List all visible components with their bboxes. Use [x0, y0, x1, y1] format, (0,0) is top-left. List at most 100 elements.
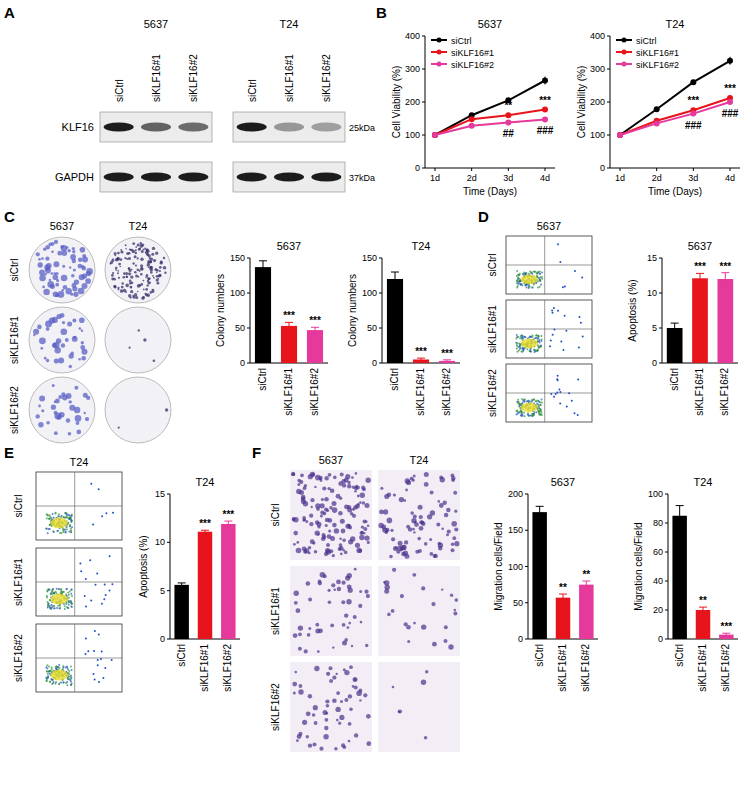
colony [120, 289, 124, 293]
blot-band [178, 173, 208, 182]
cell [405, 478, 410, 483]
colony [117, 270, 119, 272]
event [521, 411, 523, 413]
event [111, 583, 113, 585]
colony [62, 265, 65, 268]
colony [51, 272, 54, 275]
series-line [435, 120, 545, 136]
cell [294, 601, 298, 605]
cell [294, 591, 299, 596]
event [69, 518, 71, 520]
cell [356, 486, 360, 490]
event [57, 666, 59, 668]
cell [366, 478, 371, 483]
event [93, 650, 95, 652]
event [535, 400, 537, 402]
blot-band [141, 123, 171, 132]
event [524, 415, 526, 417]
event [67, 607, 69, 609]
protein-label: KLF16 [62, 121, 94, 133]
colony [149, 266, 153, 270]
event [53, 531, 55, 533]
point [654, 120, 660, 126]
event [515, 342, 517, 344]
colony [130, 286, 133, 289]
colony [65, 338, 69, 342]
cell [379, 510, 384, 515]
y-tick [607, 168, 610, 169]
y-axis-label: Migration cells/Field [633, 522, 644, 610]
event [46, 671, 48, 673]
cell [454, 527, 458, 531]
colony [150, 266, 153, 269]
colony [113, 285, 116, 288]
cell [434, 554, 438, 558]
event [539, 273, 541, 275]
event [51, 683, 53, 685]
colony [80, 247, 86, 253]
y-tick-label: 80 [653, 518, 663, 528]
row-label: siKLF16#1 [487, 305, 498, 353]
event [95, 584, 97, 586]
event [527, 400, 529, 402]
event [564, 315, 566, 317]
cell [343, 746, 347, 750]
colony [140, 264, 143, 267]
cell [432, 642, 437, 647]
y-tick [247, 293, 250, 294]
cell [296, 541, 299, 544]
y-axis-label: Cell Viability (%) [391, 66, 402, 139]
event [581, 277, 583, 279]
event [70, 521, 72, 523]
colony [145, 293, 148, 296]
event [70, 605, 72, 607]
legend-label: siCtrl [636, 36, 657, 46]
colony [53, 272, 56, 275]
event [58, 683, 60, 685]
gate-line [36, 506, 122, 507]
bar [696, 610, 710, 639]
series-line [435, 81, 545, 136]
colony [69, 353, 74, 358]
bar [692, 278, 708, 363]
cell [366, 741, 371, 746]
event [531, 272, 533, 274]
colony [62, 321, 65, 324]
event [70, 531, 72, 533]
cell [328, 530, 331, 533]
bar [717, 279, 733, 363]
event [105, 512, 107, 514]
y-axis-label: Apoptosis (%) [138, 535, 149, 597]
cell [339, 715, 344, 720]
bar [281, 326, 297, 363]
x-tick-label: siKLF16#2 [720, 644, 731, 692]
event [59, 608, 61, 610]
event [49, 518, 51, 520]
event [70, 666, 72, 668]
event [69, 591, 71, 593]
colony [148, 267, 150, 269]
panel-label: A [4, 4, 15, 21]
row-label: siKLF16#1 [9, 316, 20, 364]
event [532, 287, 534, 289]
event [52, 530, 54, 532]
event [557, 379, 559, 381]
event [568, 392, 570, 394]
bar [221, 524, 235, 639]
plate [29, 377, 95, 443]
cell [419, 526, 424, 531]
blot-strip [100, 162, 212, 192]
colony [36, 252, 40, 256]
event [47, 677, 49, 679]
cell [315, 623, 319, 627]
event [46, 670, 48, 672]
event [45, 666, 47, 668]
y-tick [422, 102, 425, 103]
event [49, 524, 51, 526]
event [58, 513, 60, 515]
event [520, 284, 522, 286]
cell [344, 504, 349, 509]
cell [367, 524, 370, 527]
x-tick-label: siCtrl [674, 644, 685, 667]
cell [362, 501, 365, 504]
